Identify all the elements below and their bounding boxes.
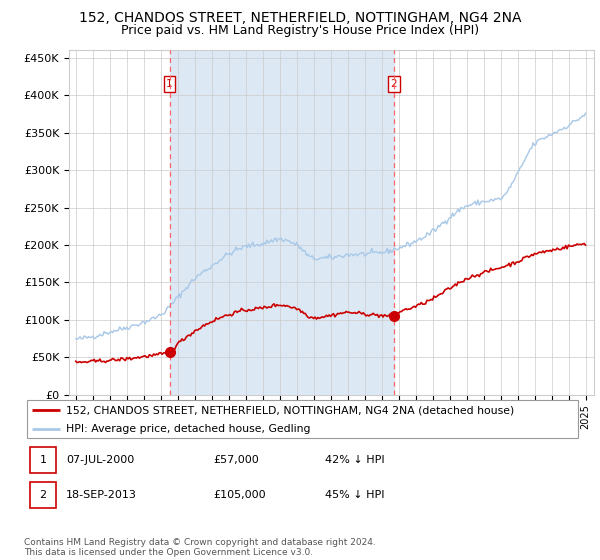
Text: 1: 1 bbox=[40, 455, 46, 465]
FancyBboxPatch shape bbox=[29, 447, 56, 473]
Text: £57,000: £57,000 bbox=[214, 455, 259, 465]
Text: 1: 1 bbox=[166, 79, 173, 89]
Text: 42% ↓ HPI: 42% ↓ HPI bbox=[325, 455, 385, 465]
Text: 152, CHANDOS STREET, NETHERFIELD, NOTTINGHAM, NG4 2NA (detached house): 152, CHANDOS STREET, NETHERFIELD, NOTTIN… bbox=[66, 405, 514, 415]
Text: £105,000: £105,000 bbox=[214, 490, 266, 500]
Text: 07-JUL-2000: 07-JUL-2000 bbox=[66, 455, 134, 465]
Text: Price paid vs. HM Land Registry's House Price Index (HPI): Price paid vs. HM Land Registry's House … bbox=[121, 24, 479, 36]
Text: 2: 2 bbox=[391, 79, 397, 89]
Text: 152, CHANDOS STREET, NETHERFIELD, NOTTINGHAM, NG4 2NA: 152, CHANDOS STREET, NETHERFIELD, NOTTIN… bbox=[79, 11, 521, 25]
Text: HPI: Average price, detached house, Gedling: HPI: Average price, detached house, Gedl… bbox=[66, 424, 310, 433]
Text: 18-SEP-2013: 18-SEP-2013 bbox=[66, 490, 137, 500]
Text: 2: 2 bbox=[40, 490, 47, 500]
Bar bbox=[170, 50, 394, 395]
Text: 45% ↓ HPI: 45% ↓ HPI bbox=[325, 490, 385, 500]
FancyBboxPatch shape bbox=[27, 400, 578, 438]
FancyBboxPatch shape bbox=[29, 482, 56, 508]
Text: Contains HM Land Registry data © Crown copyright and database right 2024.
This d: Contains HM Land Registry data © Crown c… bbox=[24, 538, 376, 557]
